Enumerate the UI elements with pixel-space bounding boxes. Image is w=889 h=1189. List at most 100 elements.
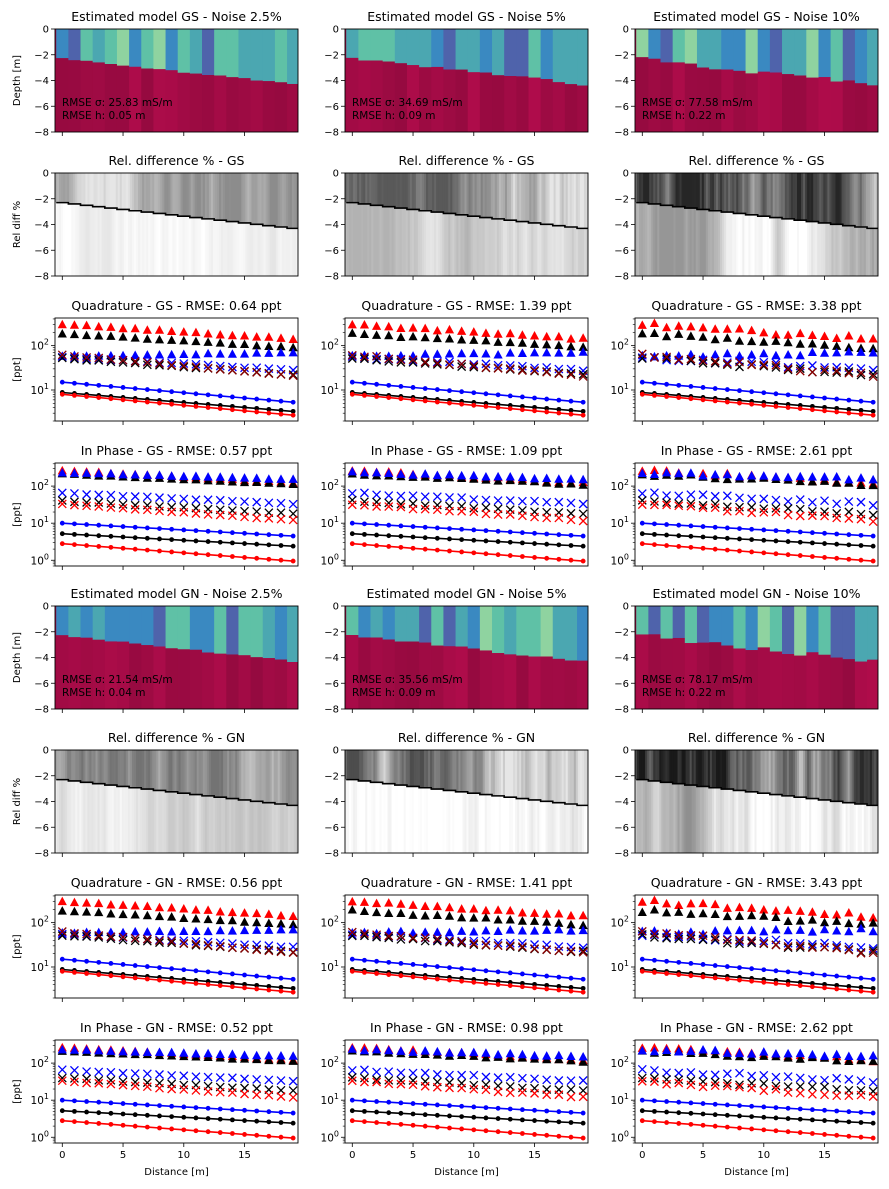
- reldiff-cell: [75, 173, 78, 205]
- reldiff-cell: [671, 205, 675, 276]
- data-point: [722, 348, 732, 358]
- data-point: [69, 931, 79, 941]
- reldiff-cell: [803, 220, 806, 276]
- reldiff-cell: [861, 750, 865, 805]
- reldiff-cell: [117, 785, 121, 853]
- reldiff-cell: [227, 798, 230, 853]
- reldiff-cell: [746, 750, 749, 792]
- data-point: [544, 1108, 550, 1114]
- reldiff-cell: [87, 173, 91, 206]
- data-point: [661, 898, 672, 908]
- data-point: [856, 923, 866, 933]
- reldiff-cell: [732, 789, 735, 853]
- reldiff-cell: [245, 223, 248, 276]
- reldiff-cell: [740, 213, 743, 276]
- data-point: [664, 958, 669, 964]
- data-point: [94, 931, 104, 940]
- reldiff-cell: [750, 791, 754, 853]
- reldiff-cell: [701, 786, 705, 853]
- layer1-cell: [479, 606, 493, 651]
- halfspace-cell: [56, 635, 69, 709]
- y-tick-label: 101: [31, 1092, 49, 1107]
- y-tick-label: −6: [614, 246, 629, 257]
- y-tick-label: 100: [31, 1129, 49, 1144]
- series-black-triangle: [57, 1046, 298, 1065]
- reldiff-cell: [657, 750, 660, 782]
- data-point: [698, 332, 708, 341]
- series-red-x: [637, 1076, 878, 1101]
- reldiff-cell: [430, 211, 433, 276]
- reldiff-cell: [146, 212, 149, 276]
- reldiff-cell: [659, 204, 662, 276]
- data-point: [493, 510, 503, 520]
- reldiff-cell: [805, 797, 808, 853]
- reldiff-cell: [233, 221, 236, 276]
- data-point: [737, 1125, 742, 1131]
- halfspace-cell: [455, 69, 469, 132]
- halfspace-cell: [842, 80, 856, 132]
- reldiff-cell: [127, 750, 131, 788]
- data-point: [359, 320, 370, 329]
- data-point: [832, 940, 842, 950]
- reldiff-cell: [567, 750, 571, 804]
- data-point: [155, 359, 164, 369]
- layer1-cell: [540, 29, 554, 80]
- data-point: [371, 1044, 382, 1054]
- data-point: [674, 355, 684, 365]
- reldiff-cell: [665, 205, 668, 276]
- reldiff-cell: [121, 786, 125, 853]
- reldiff-cell: [411, 786, 415, 853]
- subplot-title: Estimated model GS - Noise 10%: [653, 9, 860, 24]
- data-point: [362, 392, 367, 398]
- reldiff-cell: [772, 750, 776, 795]
- reldiff-cell: [551, 801, 555, 853]
- data-point: [761, 979, 767, 985]
- halfspace-cell: [141, 645, 154, 709]
- reldiff-cell: [255, 173, 259, 225]
- reldiff-cell: [577, 750, 581, 805]
- reldiff-cell: [736, 213, 739, 276]
- reldiff-cell: [695, 785, 699, 853]
- reldiff-cell: [758, 792, 762, 853]
- reldiff-cell: [421, 210, 425, 276]
- data-point: [688, 1100, 694, 1106]
- data-point: [568, 543, 574, 548]
- series-blue-triangle: [637, 346, 878, 361]
- reldiff-cell: [790, 796, 794, 853]
- data-point: [408, 1076, 418, 1085]
- reldiff-cell: [539, 800, 543, 853]
- reldiff-cell: [409, 173, 413, 210]
- data-point: [856, 497, 866, 507]
- y-tick-label: 101: [321, 959, 339, 974]
- data-point: [169, 978, 175, 984]
- data-point: [807, 1089, 817, 1099]
- data-point: [529, 1050, 540, 1060]
- data-point: [773, 538, 779, 544]
- reldiff-cell: [521, 798, 524, 853]
- reldiff-cell: [359, 780, 362, 853]
- data-point: [807, 943, 817, 953]
- reldiff-cell: [833, 750, 837, 802]
- x-tick-label: 0: [349, 1150, 355, 1161]
- data-point: [686, 909, 696, 918]
- reldiff-cell: [705, 209, 709, 276]
- data-point: [142, 934, 152, 944]
- reldiff-cell: [643, 173, 646, 203]
- layer1-cell: [516, 29, 529, 77]
- reldiff-cell: [788, 219, 792, 276]
- reldiff-cell: [430, 788, 433, 853]
- reldiff-cell: [93, 173, 97, 207]
- data-point: [94, 898, 104, 908]
- data-point: [239, 925, 250, 935]
- data-point: [422, 546, 428, 552]
- data-point: [771, 924, 781, 934]
- data-point: [398, 396, 404, 402]
- data-point: [374, 958, 379, 964]
- data-point: [785, 1105, 791, 1111]
- data-point: [832, 368, 842, 378]
- reldiff-cell: [265, 802, 269, 853]
- halfspace-cell: [56, 58, 69, 132]
- data-point: [179, 1071, 189, 1081]
- reldiff-cell: [513, 173, 516, 221]
- data-point: [264, 945, 274, 955]
